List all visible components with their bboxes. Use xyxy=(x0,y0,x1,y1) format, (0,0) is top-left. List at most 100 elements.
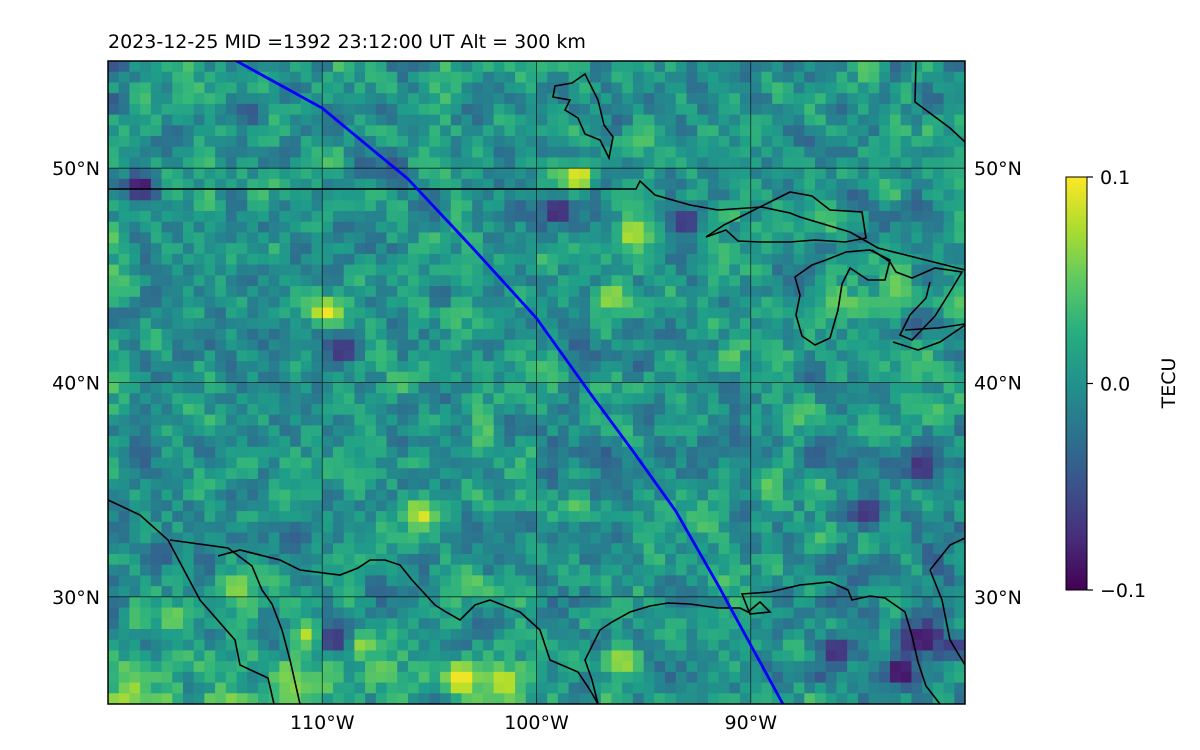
heatmap-cell xyxy=(654,232,666,244)
heatmap-cell xyxy=(911,318,923,330)
heatmap-cell xyxy=(740,253,752,266)
heatmap-cell xyxy=(857,532,870,544)
heatmap-cell xyxy=(600,414,613,426)
heatmap-cell xyxy=(332,307,345,319)
heatmap-cell xyxy=(890,596,902,609)
heatmap-cell xyxy=(890,457,902,469)
heatmap-cell xyxy=(182,511,195,523)
heatmap-cell xyxy=(707,339,720,351)
heatmap-cell xyxy=(493,489,505,501)
heatmap-cell xyxy=(750,339,763,351)
heatmap-cell xyxy=(665,543,677,555)
heatmap-cell xyxy=(290,468,302,480)
heatmap-cell xyxy=(332,661,345,673)
heatmap-cell xyxy=(182,211,195,223)
heatmap-cell xyxy=(461,136,473,148)
heatmap-cell xyxy=(740,371,752,384)
heatmap-cell xyxy=(290,103,302,116)
heatmap-cell xyxy=(900,71,913,84)
heatmap-cell xyxy=(450,125,463,137)
heatmap-cell xyxy=(815,61,827,73)
heatmap-cell xyxy=(257,414,270,426)
heatmap-cell xyxy=(697,468,709,480)
heatmap-cell xyxy=(772,618,784,630)
heatmap-cell xyxy=(804,607,816,619)
heatmap-cell xyxy=(354,136,366,148)
heatmap-cell xyxy=(568,146,580,159)
heatmap-cell xyxy=(911,693,923,704)
heatmap-cell xyxy=(922,211,934,223)
heatmap-cell xyxy=(707,414,720,426)
heatmap-cell xyxy=(622,157,634,169)
heatmap-cell xyxy=(611,511,623,523)
heatmap-cell xyxy=(290,200,302,212)
heatmap-cell xyxy=(472,607,484,619)
heatmap-cell xyxy=(643,264,655,276)
heatmap-cell xyxy=(525,628,538,641)
heatmap-cell xyxy=(740,296,752,309)
heatmap-cell xyxy=(611,253,623,266)
heatmap-cell xyxy=(182,61,195,73)
heatmap-cell xyxy=(450,82,463,94)
heatmap-cell xyxy=(429,639,441,652)
heatmap-cell xyxy=(718,618,730,630)
heatmap-cell xyxy=(707,178,720,191)
heatmap-cell xyxy=(782,650,795,662)
heatmap-cell xyxy=(911,71,923,84)
heatmap-cell xyxy=(761,446,773,459)
heatmap-cell xyxy=(279,586,291,598)
heatmap-cell xyxy=(750,414,763,426)
heatmap-cell xyxy=(772,286,784,298)
heatmap-cell xyxy=(804,521,816,534)
heatmap-cell xyxy=(193,275,206,287)
heatmap-cell xyxy=(429,511,441,523)
heatmap-cell xyxy=(675,371,688,384)
heatmap-cell xyxy=(236,532,248,544)
heatmap-cell xyxy=(182,275,195,287)
heatmap-cell xyxy=(932,478,945,491)
heatmap-cell xyxy=(193,457,206,469)
heatmap-cell xyxy=(568,61,580,73)
heatmap-cell xyxy=(590,200,602,212)
heatmap-cell xyxy=(322,575,334,587)
heatmap-cell xyxy=(493,71,505,84)
heatmap-cell xyxy=(632,586,645,598)
heatmap-cell xyxy=(343,446,355,459)
heatmap-cell xyxy=(386,403,398,416)
heatmap-cell xyxy=(268,564,280,576)
heatmap-cell xyxy=(932,318,945,330)
heatmap-cell xyxy=(215,200,227,212)
heatmap-cell xyxy=(311,586,323,598)
heatmap-cell xyxy=(954,200,965,212)
heatmap-cell xyxy=(204,382,216,394)
heatmap-cell xyxy=(868,511,880,523)
heatmap-cell xyxy=(954,575,965,587)
heatmap-cell xyxy=(354,607,366,619)
heatmap-cell xyxy=(600,586,613,598)
heatmap-cell xyxy=(215,532,227,544)
heatmap-cell xyxy=(290,671,302,684)
heatmap-cell xyxy=(847,500,859,512)
heatmap-cell xyxy=(836,468,848,480)
heatmap-cell xyxy=(740,478,752,491)
heatmap-cell xyxy=(450,500,463,512)
heatmap-cell xyxy=(547,189,559,201)
heatmap-cell xyxy=(857,125,870,137)
heatmap-cell xyxy=(836,489,848,501)
heatmap-cell xyxy=(879,168,891,180)
heatmap-cell xyxy=(665,328,677,341)
heatmap-cell xyxy=(279,446,291,459)
heatmap-cell xyxy=(140,478,152,491)
heatmap-cell xyxy=(332,318,345,330)
heatmap-cell xyxy=(504,146,516,159)
heatmap-cell xyxy=(729,607,741,619)
heatmap-cell xyxy=(782,446,795,459)
heatmap-cell xyxy=(482,575,495,587)
heatmap-cell xyxy=(193,168,206,180)
heatmap-cell xyxy=(697,275,709,287)
heatmap-cell xyxy=(300,232,313,244)
heatmap-cell xyxy=(150,243,163,255)
heatmap-cell xyxy=(279,564,291,576)
heatmap-cell xyxy=(761,339,773,351)
heatmap-cell xyxy=(332,382,345,394)
